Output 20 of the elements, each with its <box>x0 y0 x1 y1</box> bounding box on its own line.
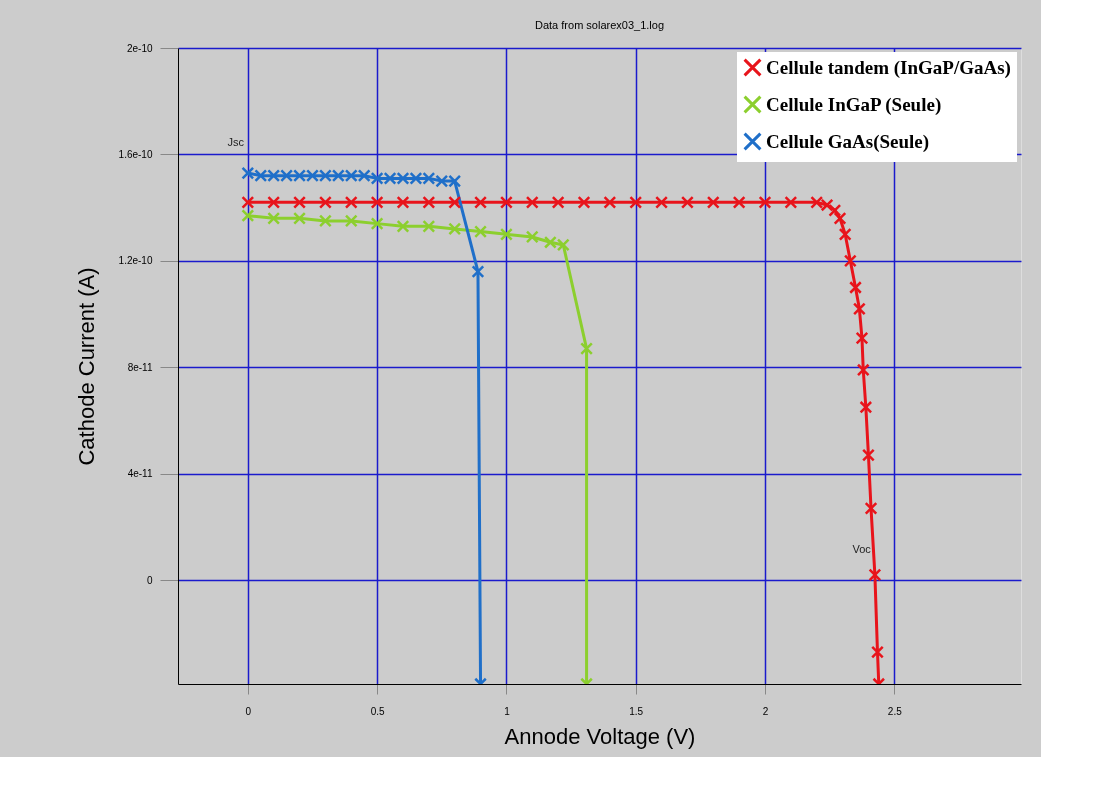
x-tick-label: 2 <box>762 705 769 717</box>
x-tick-label: 2.5 <box>887 705 903 717</box>
y-tick-label: 8e-11 <box>127 361 153 373</box>
x-axis-title: Annode Voltage (V) <box>504 723 696 749</box>
y-axis-title: Cathode Current (A) <box>73 267 99 466</box>
y-tick-label: 2e-10 <box>126 42 153 54</box>
legend-label: Cellule tandem (InGaP/GaAs) <box>766 56 1011 79</box>
y-tick-label: 1.2e-10 <box>118 255 153 267</box>
y-tick-label: 1.6e-10 <box>118 148 153 160</box>
x-tick-label: 0 <box>245 705 252 717</box>
annotation: Jsc <box>227 136 245 149</box>
x-tick-label: 1 <box>504 705 511 717</box>
x-tick-label: 0.5 <box>370 705 385 717</box>
annotation: Voc <box>852 543 872 556</box>
legend-label: Cellule InGaP (Seule) <box>766 93 942 116</box>
chart-title: Data from solarex03_1.log <box>534 19 665 31</box>
x-tick-label: 1.5 <box>629 705 644 717</box>
y-tick-label: 4e-11 <box>127 468 153 480</box>
y-tick-label: 0 <box>146 574 153 586</box>
legend-label: Cellule GaAs(Seule) <box>766 130 930 153</box>
